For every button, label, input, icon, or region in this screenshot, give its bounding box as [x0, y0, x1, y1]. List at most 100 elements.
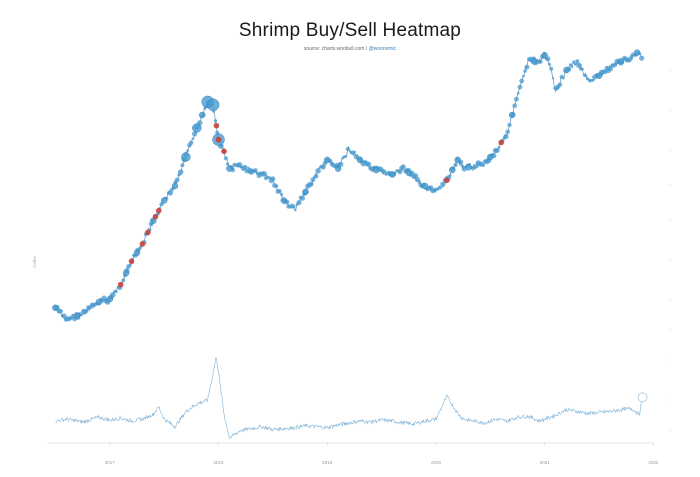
- buy-dot: [505, 129, 511, 135]
- flow-line: [55, 357, 643, 440]
- buy-dot: [61, 313, 67, 319]
- buy-dot: [58, 308, 63, 314]
- buy-dot: [314, 174, 319, 179]
- buy-bubble: [280, 197, 287, 204]
- buy-bubble: [226, 165, 233, 172]
- buy-dot: [572, 60, 576, 64]
- buy-dot: [453, 162, 458, 167]
- sell-bubble: [128, 258, 135, 265]
- buy-bubble: [405, 169, 412, 177]
- buy-bubble: [198, 111, 206, 119]
- chart-subtitle: source: charts.woobull.com / @woonomic: [0, 46, 700, 52]
- buy-bubble: [421, 182, 429, 190]
- buy-bubble: [508, 111, 516, 119]
- buy-dot: [449, 174, 452, 177]
- buy-dot: [517, 84, 523, 90]
- subtitle-separator: /: [365, 46, 369, 52]
- buy-dot: [174, 177, 180, 183]
- buy-bubble: [181, 152, 191, 162]
- buy-dot: [253, 168, 258, 173]
- buy-bubble: [106, 295, 114, 303]
- buy-dot: [557, 82, 563, 87]
- buy-dot: [512, 103, 517, 108]
- buy-bubble: [563, 66, 570, 74]
- buy-dot: [344, 155, 348, 158]
- buy-bubble: [389, 171, 396, 178]
- buy-dot: [574, 62, 577, 66]
- buy-dot: [562, 76, 565, 80]
- buy-dot: [121, 278, 126, 283]
- buy-dot: [503, 133, 509, 140]
- subtitle-link[interactable]: @woonomic: [368, 46, 397, 52]
- buy-bubble: [133, 249, 141, 256]
- buy-bubble: [73, 312, 81, 319]
- buy-dot: [524, 64, 530, 70]
- buy-bubble: [206, 98, 220, 112]
- buy-dot: [188, 140, 194, 146]
- buy-bubble: [633, 49, 641, 56]
- buy-dot: [177, 169, 184, 175]
- buy-dot: [277, 189, 282, 193]
- buy-dot: [607, 65, 614, 72]
- buy-bubble: [373, 166, 380, 174]
- buy-dot: [401, 164, 406, 169]
- x-tick-label: 2020: [431, 460, 442, 465]
- buy-dot: [365, 161, 372, 168]
- buy-dot: [242, 164, 248, 170]
- buy-bubble: [52, 304, 59, 311]
- x-tick-label: 2021: [540, 460, 551, 465]
- buy-bubble: [356, 156, 364, 164]
- buy-dot: [320, 164, 326, 170]
- buy-dot: [591, 78, 595, 82]
- buy-dot: [213, 119, 218, 123]
- subtitle-source: source: charts.woobull.com: [303, 46, 365, 52]
- buy-dot: [226, 162, 230, 166]
- sell-bubble: [213, 122, 220, 129]
- buy-dot: [384, 173, 388, 176]
- buy-bubble: [595, 72, 603, 80]
- buy-dot: [581, 67, 584, 71]
- buy-dot: [300, 195, 305, 201]
- buy-dot: [482, 164, 485, 168]
- buy-dot: [507, 122, 512, 128]
- buy-dot: [584, 74, 588, 78]
- sell-bubble: [145, 229, 151, 236]
- buy-bubble: [530, 58, 537, 65]
- buy-dot: [575, 59, 580, 64]
- buy-dot: [381, 169, 387, 175]
- buy-dot: [84, 309, 89, 313]
- buy-bubble: [122, 269, 130, 277]
- buy-dot: [244, 169, 249, 174]
- buy-dot: [523, 69, 527, 73]
- buy-dot: [280, 192, 284, 197]
- buy-dot: [310, 177, 316, 183]
- buy-dot: [292, 204, 296, 209]
- buy-dot: [353, 150, 356, 153]
- buy-bubble: [247, 168, 255, 175]
- x-tick-label: 2019: [322, 460, 333, 465]
- buy-dot: [223, 156, 228, 161]
- buy-dot: [114, 290, 118, 294]
- buy-dot: [576, 62, 582, 69]
- buy-dot: [186, 149, 190, 153]
- sell-bubble: [139, 241, 146, 247]
- buy-dot: [348, 149, 351, 152]
- buy-dot: [497, 145, 501, 149]
- buy-dot: [180, 163, 185, 168]
- sell-bubble: [444, 177, 450, 183]
- buy-dot: [570, 65, 574, 69]
- sell-bubble: [155, 207, 162, 214]
- buy-dot: [516, 91, 520, 95]
- sell-bubble: [221, 148, 227, 154]
- x-tick-label: 2018: [214, 460, 225, 465]
- buy-dot: [549, 66, 554, 71]
- buy-dot: [71, 313, 75, 317]
- buy-dot: [247, 166, 250, 170]
- buy-bubble: [171, 182, 179, 190]
- buy-dot: [296, 199, 302, 206]
- buy-bubble: [617, 58, 624, 65]
- buy-dot: [441, 182, 446, 187]
- buy-dot: [568, 63, 573, 67]
- y-axis-label: Coins: [32, 256, 37, 268]
